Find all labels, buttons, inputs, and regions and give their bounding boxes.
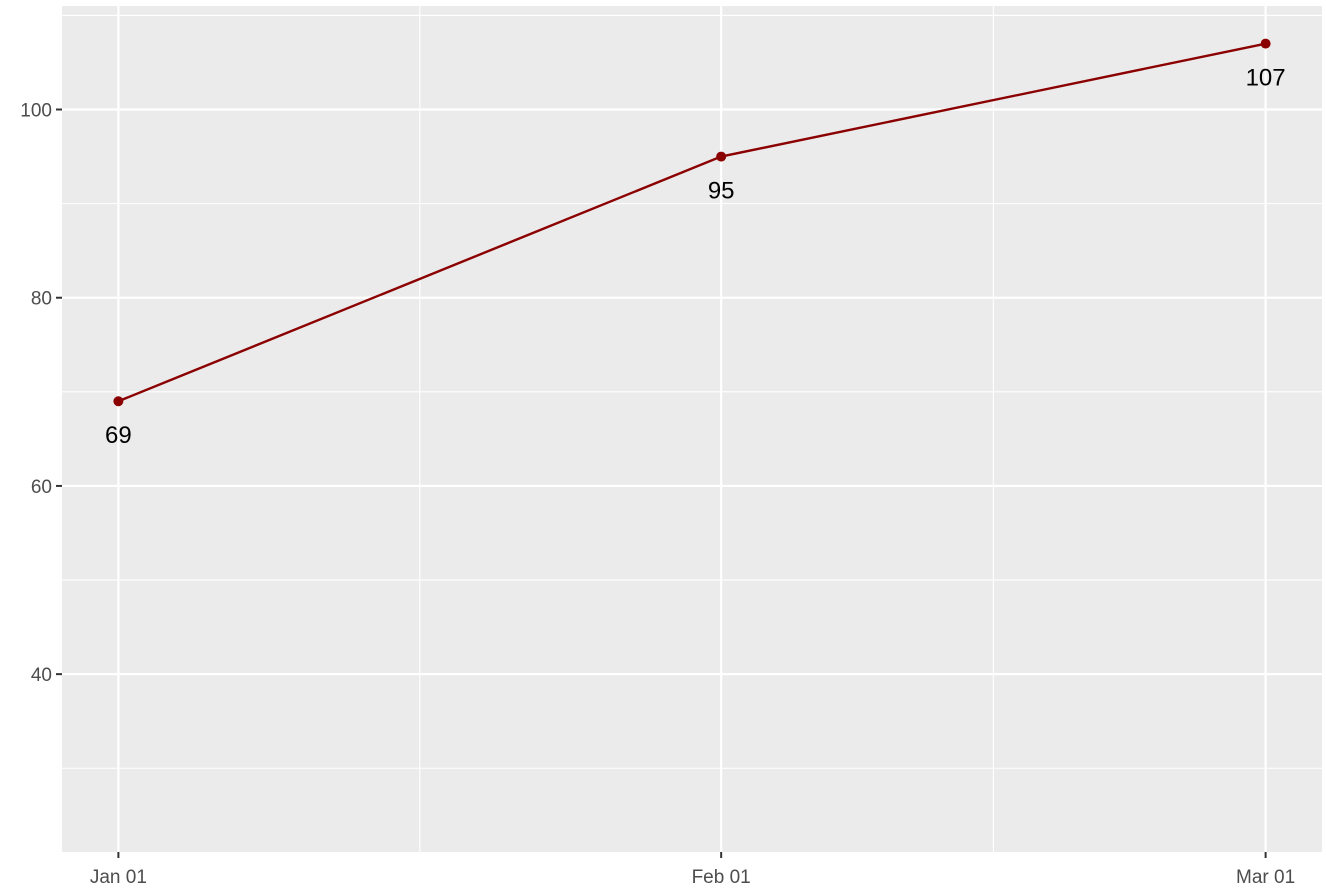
data-point (1260, 38, 1271, 49)
data-label: 107 (1246, 65, 1286, 92)
plot-panel (62, 6, 1322, 852)
data-point (113, 396, 124, 407)
data-label: 69 (105, 422, 132, 449)
y-tick-label: 100 (20, 101, 52, 122)
y-tick-label: 60 (31, 477, 52, 498)
x-tick-label: Mar 01 (1236, 867, 1295, 888)
y-tick-label: 80 (31, 289, 52, 310)
y-tick-label: 40 (31, 665, 52, 686)
data-labels: 69 95 107 (105, 65, 1286, 450)
data-label: 95 (708, 178, 735, 205)
minor-grid (62, 6, 1322, 852)
axes: 40 60 80 100 Jan 01 Feb 01 Mar 01 (20, 101, 1295, 888)
x-tick-label: Feb 01 (692, 867, 751, 888)
x-tick-label: Jan 01 (90, 867, 147, 888)
series-layer (113, 38, 1271, 407)
major-grid (62, 6, 1322, 852)
data-point (716, 151, 727, 162)
